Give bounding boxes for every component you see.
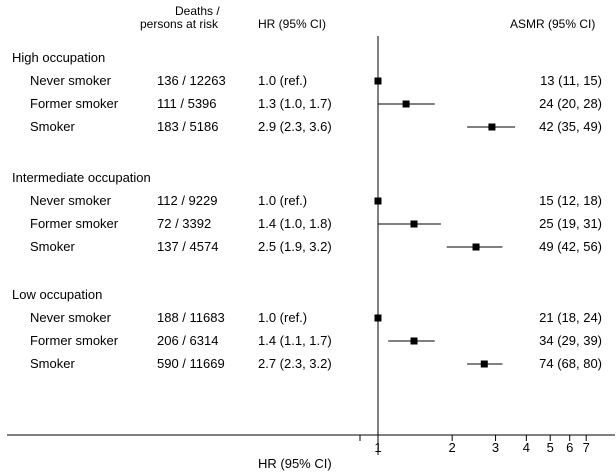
x-tick-label: 2: [449, 440, 456, 455]
group-label: High occupation: [12, 50, 106, 65]
row-hr: 1.0 (ref.): [258, 310, 308, 325]
row-asmr: 34 (29, 39): [539, 333, 602, 348]
row-deaths: 183 / 5186: [157, 119, 219, 134]
row-label: Never smoker: [30, 310, 111, 325]
asmr-header: ASMR (95% CI): [510, 17, 596, 31]
x-tick-label: 3: [492, 440, 499, 455]
deaths-header-line1: Deaths /: [175, 4, 220, 18]
row-asmr: 21 (18, 24): [539, 310, 602, 325]
row-deaths: 72 / 3392: [157, 216, 212, 231]
point-marker: [410, 220, 418, 228]
deaths-header-line2: persons at risk: [140, 17, 219, 31]
row-deaths: 111 / 5396: [157, 96, 217, 111]
row-hr: 2.9 (2.3, 3.6): [258, 119, 332, 134]
point-marker: [472, 243, 480, 251]
row-asmr: 42 (35, 49): [539, 119, 602, 134]
row-asmr: 13 (11, 15): [540, 73, 602, 88]
row-deaths: 137 / 4574: [157, 239, 219, 254]
row-hr: 1.0 (ref.): [258, 193, 308, 208]
row-deaths: 590 / 11669: [157, 356, 225, 371]
row-deaths: 206 / 6314: [157, 333, 219, 348]
row-label: Smoker: [30, 119, 75, 134]
x-tick-label: 5: [547, 440, 554, 455]
row-label: Former smoker: [30, 216, 119, 231]
x-axis-label: HR (95% CI): [258, 456, 332, 471]
row-label: Former smoker: [30, 96, 119, 111]
x-tick-label: 4: [523, 440, 530, 455]
row-hr: 2.5 (1.9, 3.2): [258, 239, 332, 254]
row-label: Never smoker: [30, 193, 111, 208]
point-marker: [480, 360, 488, 368]
x-tick-label: 1: [374, 440, 381, 455]
row-deaths: 188 / 11683: [157, 310, 225, 325]
x-tick-label: 7: [583, 440, 590, 455]
row-hr: 1.4 (1.1, 1.7): [258, 333, 332, 348]
hr-header: HR (95% CI): [258, 17, 327, 31]
row-hr: 1.0 (ref.): [258, 73, 308, 88]
row-label: Former smoker: [30, 333, 119, 348]
point-marker: [410, 337, 418, 345]
row-deaths: 112 / 9229: [157, 193, 218, 208]
row-asmr: 49 (42, 56): [539, 239, 602, 254]
group-label: Intermediate occupation: [12, 170, 151, 185]
row-hr: 1.3 (1.0, 1.7): [258, 96, 332, 111]
row-label: Smoker: [30, 356, 75, 371]
row-label: Smoker: [30, 239, 75, 254]
row-asmr: 15 (12, 18): [539, 193, 602, 208]
x-tick-label: 6: [566, 440, 573, 455]
group-label: Low occupation: [12, 287, 103, 302]
row-asmr: 74 (68, 80): [539, 356, 602, 371]
row-asmr: 25 (19, 31): [539, 216, 602, 231]
row-hr: 2.7 (2.3, 3.2): [258, 356, 332, 371]
point-marker: [488, 123, 496, 131]
point-marker: [402, 100, 410, 108]
row-hr: 1.4 (1.0, 1.8): [258, 216, 332, 231]
row-asmr: 24 (20, 28): [539, 96, 602, 111]
row-label: Never smoker: [30, 73, 111, 88]
row-deaths: 136 / 12263: [157, 73, 226, 88]
